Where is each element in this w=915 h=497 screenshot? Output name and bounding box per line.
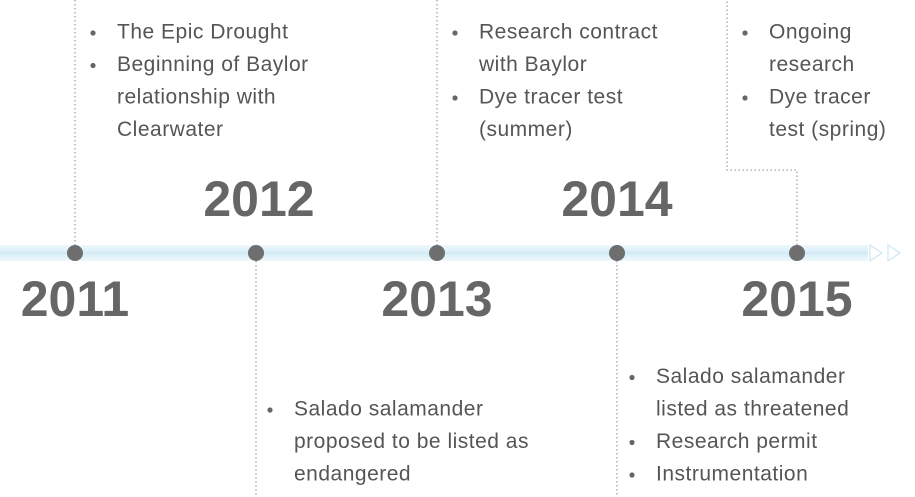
item-text: relationship with <box>117 86 276 109</box>
item-text: Clearwater <box>117 118 224 141</box>
item-text: The Epic Drought <box>117 21 288 44</box>
item-text: endangered <box>294 463 411 486</box>
item-text: test (spring) <box>769 118 886 141</box>
connector <box>726 0 798 245</box>
item-text: Research permit <box>656 430 818 453</box>
item-text: listed as threatened <box>656 398 849 421</box>
milestone-dot <box>248 245 264 261</box>
item-text: Beginning of Baylor <box>117 53 309 76</box>
item-text: Salado salamander <box>656 365 845 388</box>
milestone-dot <box>789 245 805 261</box>
year-label: 2012 <box>203 171 314 227</box>
item-text: research <box>769 53 855 76</box>
bullet <box>629 374 635 381</box>
year-label: 2013 <box>381 271 492 327</box>
milestone-dot <box>609 245 625 261</box>
year-label: 2014 <box>561 171 672 227</box>
bullet <box>452 30 458 36</box>
bullet <box>742 95 748 101</box>
bullet <box>629 472 635 478</box>
item-text: Ongoing <box>769 21 852 44</box>
milestone-dot <box>429 245 445 261</box>
item-text: Research contract <box>479 21 658 44</box>
item-text: Instrumentation <box>656 463 808 486</box>
item-text: with Baylor <box>478 53 587 76</box>
bullet <box>267 407 273 413</box>
bullet <box>452 95 458 101</box>
timeline-arrow <box>869 243 902 263</box>
bullet <box>742 30 748 36</box>
item-text: Salado salamander <box>294 398 483 421</box>
year-label: 2015 <box>741 271 852 327</box>
item-text: (summer) <box>479 118 573 141</box>
events: 2011 The Epic Drought Beginning of Baylor r… <box>21 0 886 497</box>
item-text: Dye tracer test <box>479 86 623 109</box>
bullet <box>90 30 96 36</box>
item-text: proposed to be listed as <box>294 430 529 453</box>
item-text: Dye tracer <box>769 86 871 109</box>
bullet <box>90 62 96 69</box>
bullet <box>629 439 635 446</box>
milestone-dot <box>67 245 83 261</box>
year-label: 2011 <box>21 271 129 327</box>
